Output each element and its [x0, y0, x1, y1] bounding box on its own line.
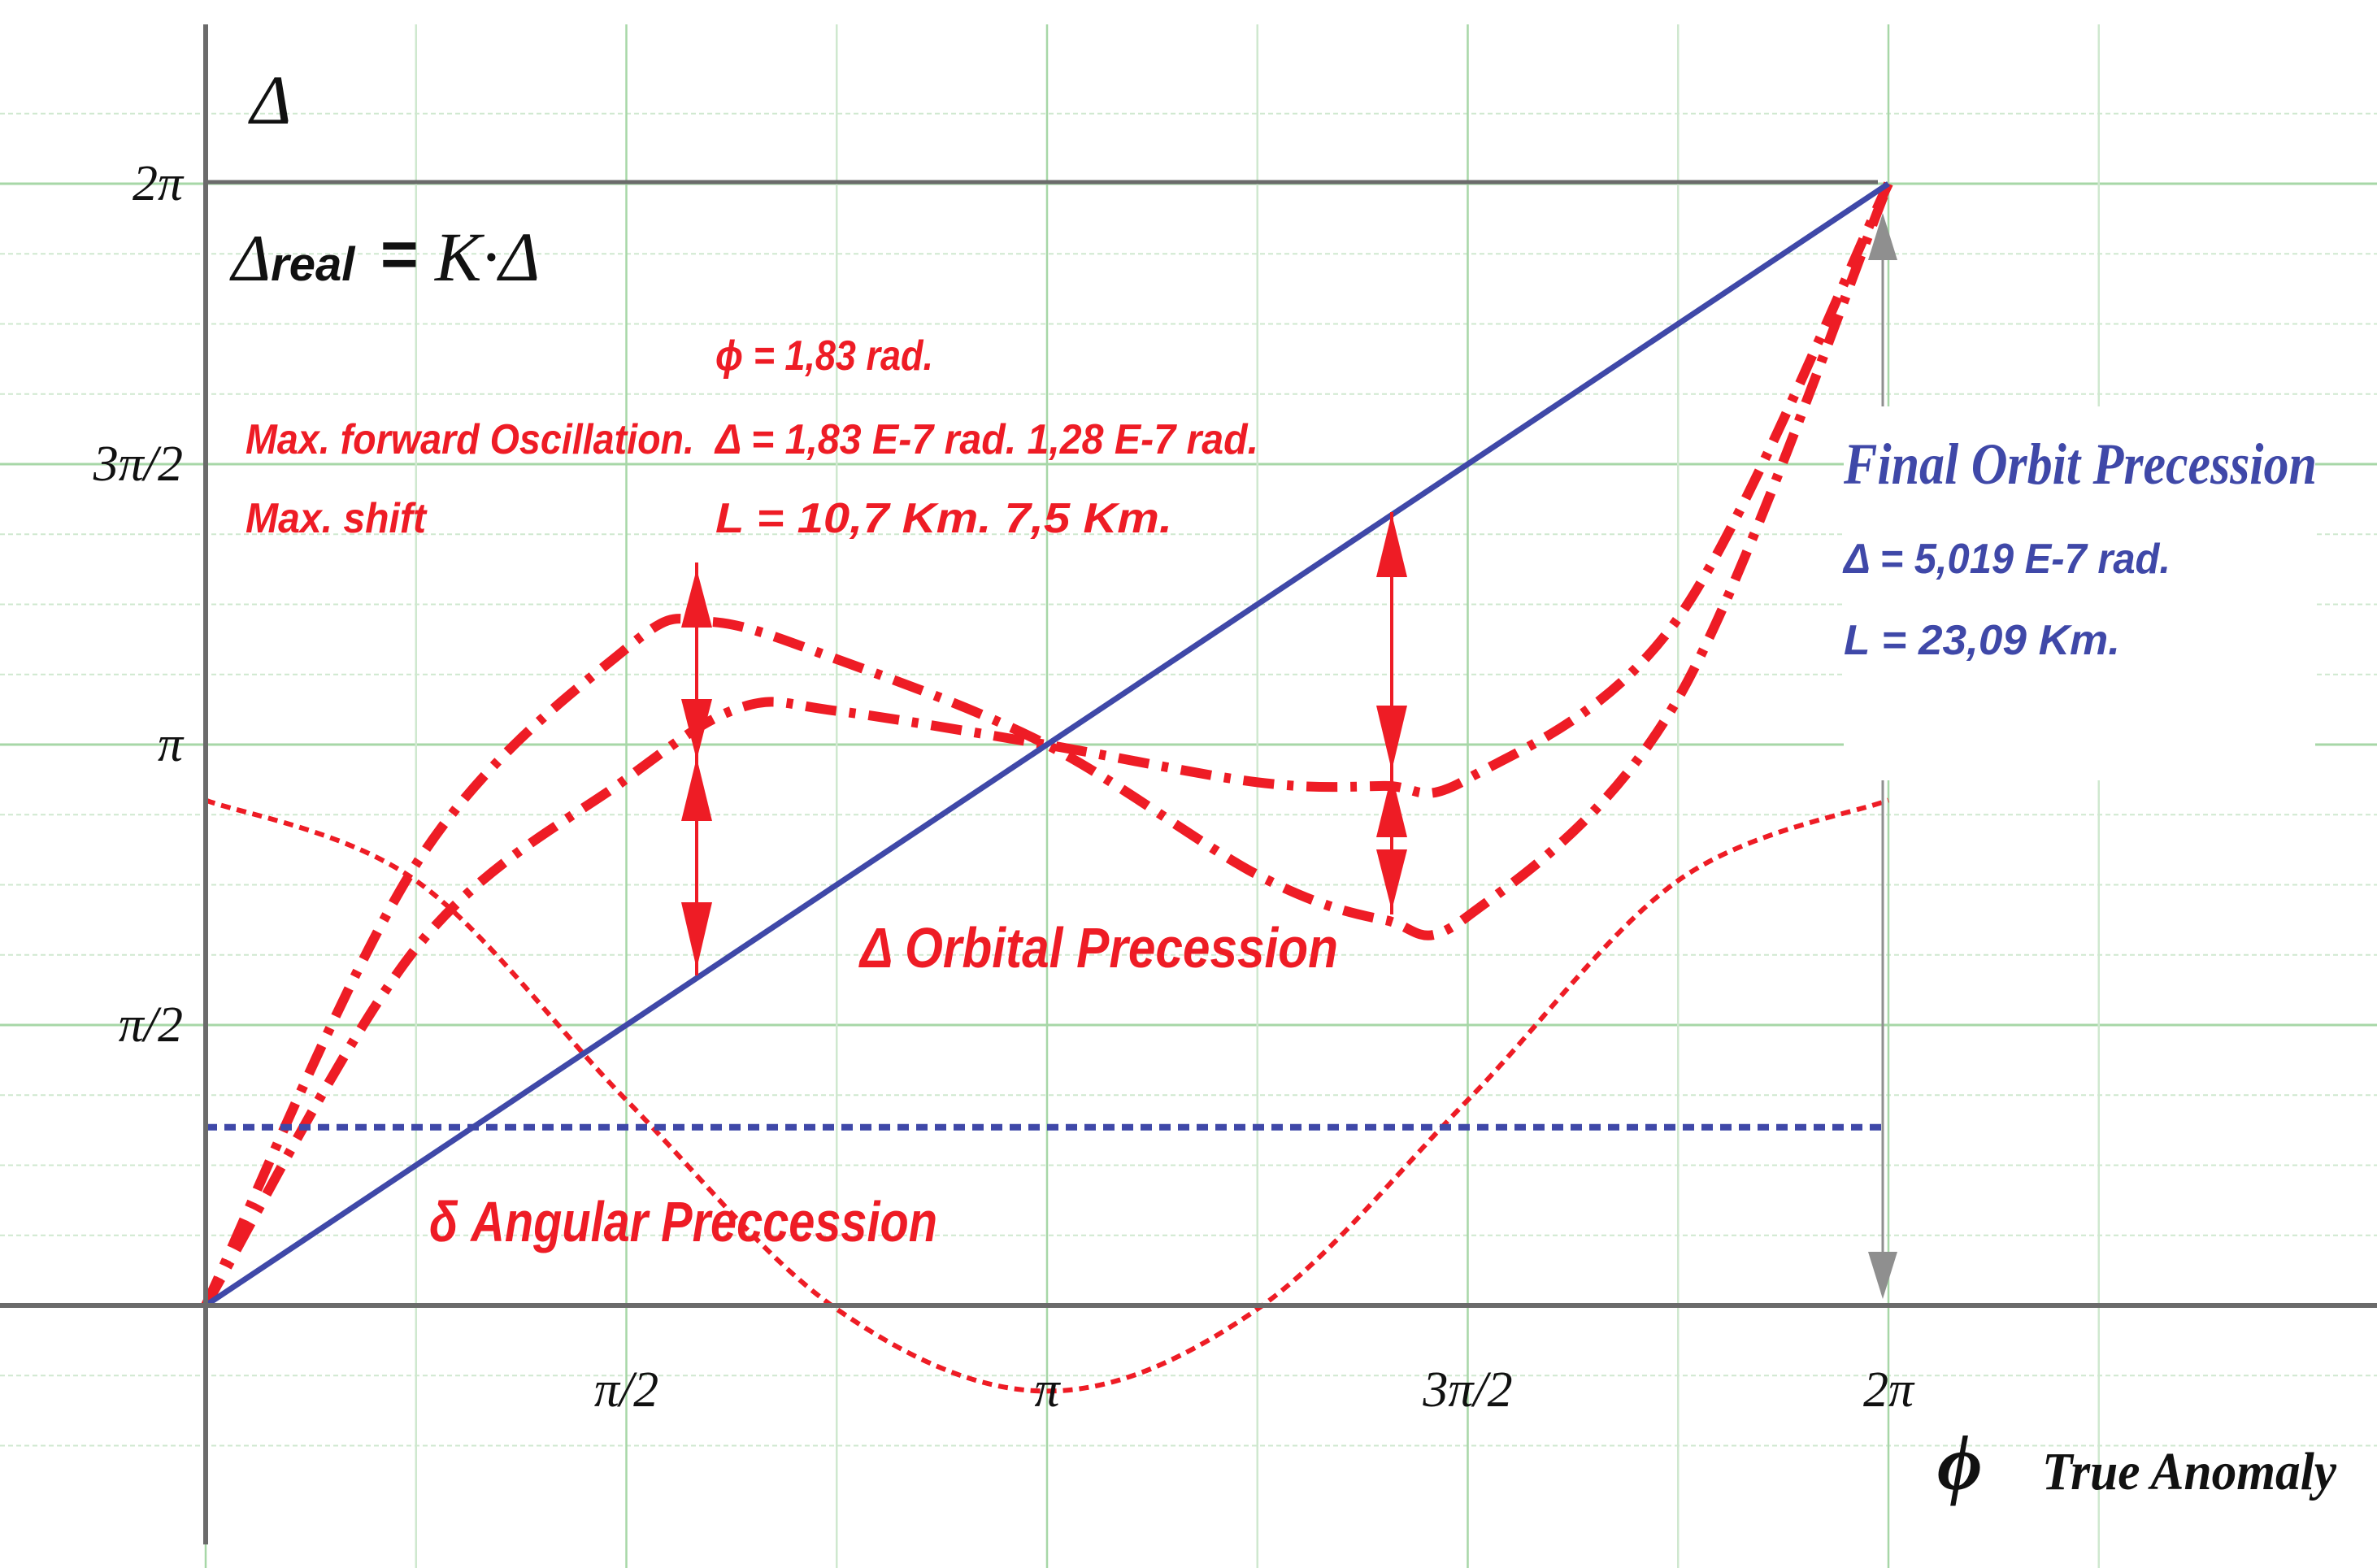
x-tick-label: π/2 — [594, 1362, 658, 1418]
final-box-bg — [1844, 406, 2315, 780]
final-L: L = 23,09 Km. — [1844, 617, 2120, 664]
orbital-precession-curve-small — [201, 181, 1893, 1309]
oscillation-annotation: ϕ = 1,83 rad. Max. forward Oscillation. … — [246, 332, 1258, 542]
final-precession-line — [204, 181, 1890, 1308]
y-tick-label: π/2 — [119, 997, 183, 1053]
axes — [0, 24, 2377, 1544]
red-arrows — [681, 512, 1407, 975]
x-axis-title: True Anomaly — [2042, 1442, 2337, 1501]
red-arrow-right — [1376, 512, 1407, 914]
formula-eq: = — [380, 218, 419, 290]
max-forward-label: Max. forward Oscillation. — [246, 416, 694, 463]
x-tick-label: π — [1034, 1362, 1061, 1418]
x-tick-label: 3π/2 — [1422, 1362, 1512, 1418]
tick-labels: π/2 π 3π/2 2π π/2 π 3π/2 2π — [93, 156, 1915, 1418]
y-tick-label: 2π — [133, 156, 185, 211]
angular-precession-label: δ Angular Preccession — [429, 1190, 937, 1253]
orbital-precession-label: Δ Orbital Precession — [858, 916, 1338, 979]
y-tick-label: π — [158, 717, 185, 772]
orbital-precession-curve-large — [201, 181, 1893, 1308]
y-axis-symbol: Δ — [248, 61, 291, 139]
final-title: Final Orbit Precession — [1843, 432, 2317, 497]
max-shift-label: Max. shift — [246, 495, 428, 542]
angular-precession-curve — [204, 797, 1890, 1394]
max-shift-values: L = 10,7 Km. 7,5 Km. — [715, 495, 1172, 542]
final-precession-annotation: Final Orbit Precession Δ = 5,019 E-7 rad… — [1842, 432, 2317, 664]
phi-value: ϕ = 1,83 rad. — [715, 332, 933, 380]
formula-lhs: Δ — [229, 221, 271, 295]
red-arrow-left — [681, 562, 712, 975]
y-tick-label: 3π/2 — [93, 437, 183, 492]
final-delta: Δ = 5,019 E-7 rad. — [1842, 536, 2171, 583]
x-tick-label: 2π — [1863, 1362, 1915, 1418]
svg-text:Δreal: Δreal — [229, 221, 356, 295]
series-group — [201, 181, 1893, 1394]
x-axis-symbol: ϕ — [1937, 1419, 1983, 1506]
max-forward-values: Δ = 1,83 E-7 rad. 1,28 E-7 rad. — [714, 416, 1258, 463]
formula-rhs: K·Δ — [433, 218, 540, 296]
formula-sub: real — [271, 238, 356, 291]
formula: Δreal = K·Δ — [229, 218, 540, 296]
